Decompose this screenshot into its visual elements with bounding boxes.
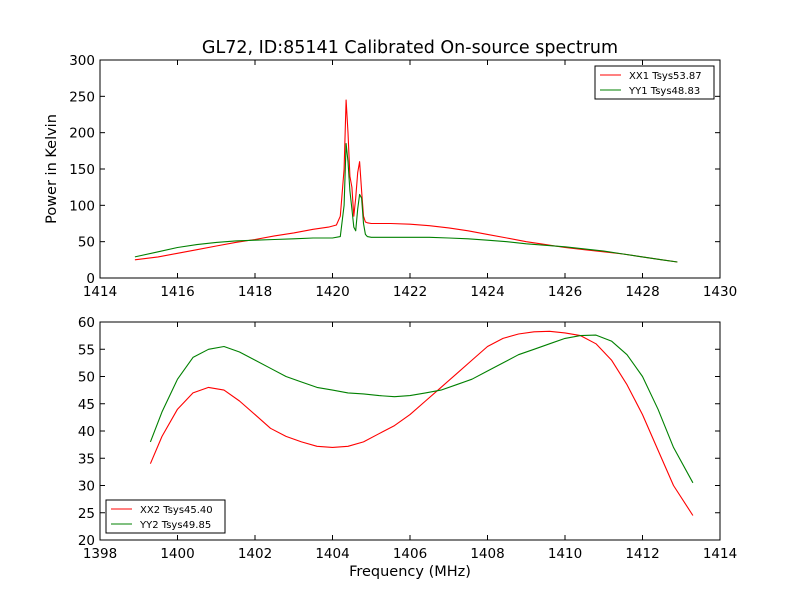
legend-label-xx2: XX2 Tsys45.40	[140, 505, 213, 516]
y-tick-label: 40	[78, 424, 95, 440]
bottom-spectrum-chart: 1398 1400 1402 1404 1406 1408 1410 1412 1414 20 25…	[78, 315, 737, 580]
y-tick-label: 200	[69, 126, 95, 142]
plot-frame-top	[99, 59, 721, 279]
y-tick-label: 50	[78, 370, 95, 386]
top-series-lines	[134, 99, 678, 263]
top-spectrum-chart: GL72, ID:85141 Calibrated On-source spec…	[44, 38, 737, 300]
y-tick-label: 45	[78, 397, 95, 413]
series-line-yy1	[134, 143, 678, 263]
series-line-xx2	[149, 330, 694, 516]
bottom-legend: XX2 Tsys45.40 YY2 Tsys49.85	[105, 499, 226, 534]
x-tick-label: 1404	[315, 546, 349, 562]
chart-title: GL72, ID:85141 Calibrated On-source spec…	[202, 38, 618, 58]
bottom-series-lines	[149, 330, 694, 516]
legend-label-yy1: YY1 Tsys48.83	[628, 86, 700, 97]
x-tick-label: 1418	[238, 284, 272, 300]
x-tick-label: 1426	[548, 284, 582, 300]
y-tick-label: 250	[69, 89, 95, 105]
y-tick-label: 30	[78, 479, 95, 495]
x-tick-label: 1414	[83, 284, 117, 300]
top-legend: XX1 Tsys53.87 YY1 Tsys48.83	[594, 65, 715, 100]
y-tick-label: 150	[69, 162, 95, 178]
y-axis-label: Power in Kelvin	[44, 114, 60, 224]
x-tick-label: 1408	[470, 546, 504, 562]
x-tick-label: 1402	[238, 546, 272, 562]
y-tick-label: 25	[78, 506, 95, 522]
y-tick-label: 60	[78, 315, 95, 331]
y-tick-label: 55	[78, 342, 95, 358]
x-tick-label: 1420	[315, 284, 349, 300]
x-tick-label: 1406	[393, 546, 427, 562]
legend-box	[594, 65, 715, 100]
plot-frame-bottom	[99, 321, 721, 541]
x-tick-label: 1410	[548, 546, 582, 562]
legend-box	[105, 499, 226, 534]
y-tick-label: 20	[78, 533, 95, 549]
x-tick-label: 1412	[625, 546, 659, 562]
x-tick-label: 1422	[393, 284, 427, 300]
y-tick-label: 50	[78, 235, 95, 251]
y-tick-label: 0	[86, 271, 95, 287]
series-line-xx1	[134, 99, 678, 263]
x-tick-label: 1416	[160, 284, 194, 300]
top-axis-ticks: 1414 1416 1418 1420 1422 1424 1426 1428 1430 0 50 1…	[69, 53, 737, 300]
bottom-axis-ticks: 1398 1400 1402 1404 1406 1408 1410 1412 1414 20 25…	[78, 315, 737, 562]
x-axis-label: Frequency (MHz)	[349, 564, 471, 580]
x-tick-label: 1428	[625, 284, 659, 300]
x-tick-label: 1430	[703, 284, 737, 300]
x-tick-label: 1414	[703, 546, 737, 562]
legend-label-yy2: YY2 Tsys49.85	[139, 520, 211, 531]
y-tick-label: 35	[78, 451, 95, 467]
x-tick-label: 1398	[83, 546, 117, 562]
x-tick-label: 1424	[470, 284, 504, 300]
legend-label-xx1: XX1 Tsys53.87	[629, 71, 702, 82]
x-tick-label: 1400	[160, 546, 194, 562]
y-tick-label: 300	[69, 53, 95, 69]
series-line-yy2	[149, 334, 694, 484]
y-tick-label: 100	[69, 198, 95, 214]
